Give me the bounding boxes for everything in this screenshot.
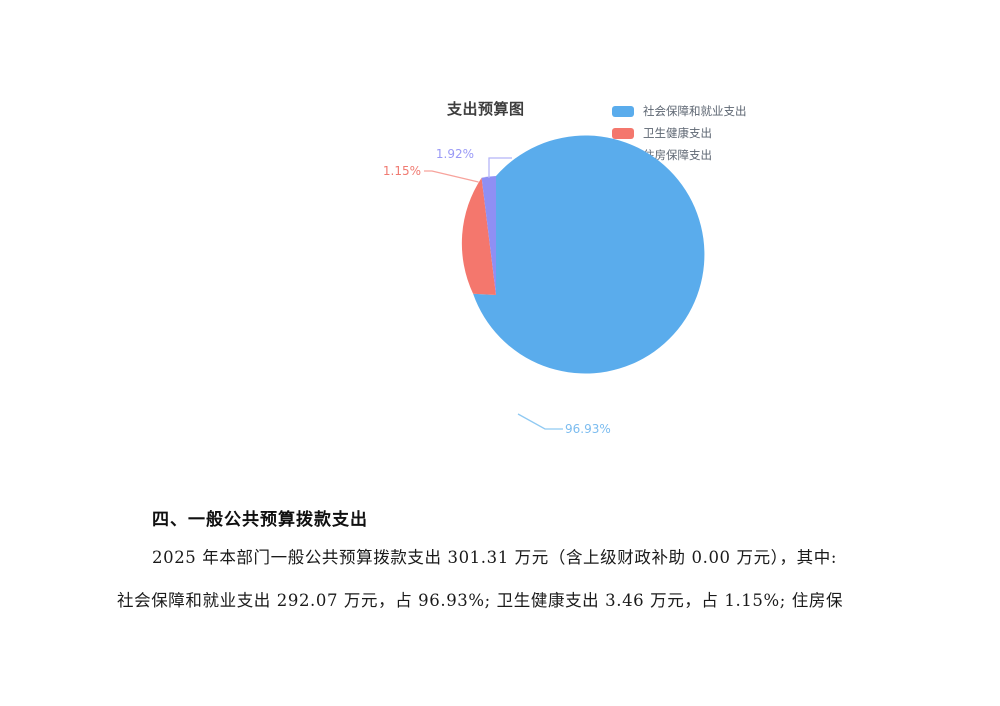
section-heading: 四、一般公共预算拨款支出 — [152, 510, 368, 530]
pie-chart-svg: 96.93% 1.15% 1.92% — [383, 135, 705, 436]
pie-slice-health[interactable] — [461, 177, 496, 295]
chart-legend: 社会保障和就业支出 卫生健康支出 住房保障支出 — [612, 100, 792, 166]
pie-slice-housing[interactable] — [481, 176, 496, 295]
leader-line-social-security — [517, 413, 563, 430]
legend-label-housing: 住房保障支出 — [643, 148, 712, 162]
chart-title: 支出预算图 — [447, 101, 525, 118]
paragraph-line-2: 社会保障和就业支出 292.07 万元，占 96.93%; 卫生健康支出 3.4… — [117, 591, 844, 610]
pie-slices — [461, 135, 705, 374]
pie-slice-social-security[interactable] — [473, 135, 705, 374]
leader-line-health — [424, 170, 479, 183]
pie-label-social-security: 96.93% — [565, 422, 611, 436]
expenditure-budget-chart: 支出预算图 社会保障和就业支出 卫生健康支出 住房保障支出 — [383, 100, 792, 436]
legend-swatch-social-security — [612, 105, 634, 117]
legend-swatch-health — [612, 127, 634, 139]
pie-leader-lines — [424, 157, 563, 430]
pie-label-housing: 1.92% — [436, 147, 474, 161]
paragraph-line-1: 2025 年本部门一般公共预算拨款支出 301.31 万元（含上级财政补助 0.… — [152, 548, 837, 567]
legend-label-social-security: 社会保障和就业支出 — [643, 104, 747, 118]
legend-item-social-security[interactable]: 社会保障和就业支出 — [612, 100, 792, 122]
legend-label-health: 卫生健康支出 — [643, 126, 712, 140]
pie-label-health: 1.15% — [383, 164, 421, 178]
legend-item-health[interactable]: 卫生健康支出 — [612, 122, 792, 144]
leader-line-housing — [488, 157, 512, 178]
